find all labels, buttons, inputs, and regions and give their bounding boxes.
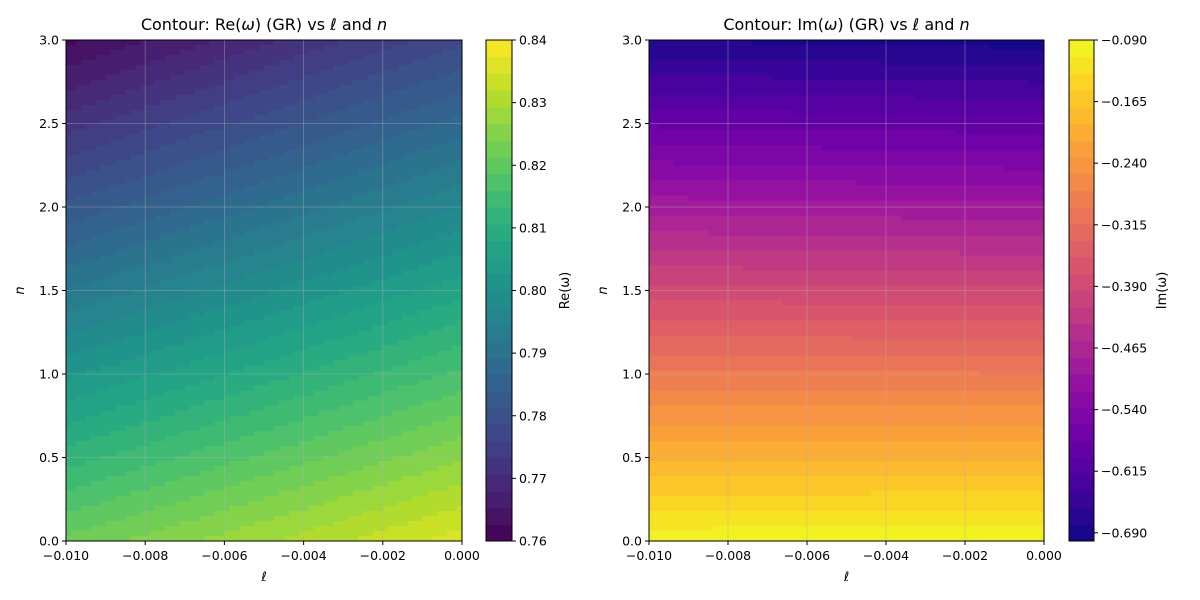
plot-title: Contour: Re(ω) (GR) vs ℓ and n bbox=[141, 15, 387, 34]
colorbar-label: Re(ω) bbox=[558, 272, 573, 309]
plot-title: Contour: Im(ω) (GR) vs ℓ and n bbox=[723, 15, 969, 34]
x-tick-label: −0.010 bbox=[43, 548, 89, 563]
x-tick-label: −0.004 bbox=[280, 548, 326, 563]
colorbar-tick-label: −0.540 bbox=[1101, 402, 1147, 417]
x-tick-label: −0.002 bbox=[360, 548, 406, 563]
colorbar: −0.090 −0.165 −0.240 −0.315 −0.390 −0.465 −0.5… bbox=[1068, 33, 1170, 542]
colorbar-tick-label: 0.83 bbox=[519, 95, 547, 110]
y-tick-label: 3.0 bbox=[39, 33, 59, 48]
y-tick-label: 2.0 bbox=[39, 200, 59, 215]
colorbar-tick-label: 0.82 bbox=[519, 158, 547, 173]
x-tick-label: −0.010 bbox=[626, 548, 672, 563]
y-tick-label: 0.0 bbox=[622, 534, 642, 549]
y-tick-label: 2.5 bbox=[39, 116, 59, 131]
y-axis-label: n bbox=[596, 286, 611, 294]
y-axis-label: n bbox=[13, 286, 28, 294]
x-tick-label: −0.004 bbox=[863, 548, 909, 563]
y-tick-label: 1.5 bbox=[39, 283, 59, 298]
y-tick-label: 1.0 bbox=[622, 367, 642, 382]
y-tick-label: 0.0 bbox=[39, 534, 59, 549]
colorbar-tick-label: −0.315 bbox=[1101, 217, 1147, 232]
colorbar-tick-label: −0.165 bbox=[1101, 94, 1147, 109]
contour-panel-2: −0.010 −0.008 −0.006 −0.004 −0.002 0.000 0.0 0.… bbox=[596, 15, 1170, 585]
x-tick-label: −0.006 bbox=[784, 548, 830, 563]
y-tick-label: 0.5 bbox=[622, 450, 642, 465]
x-tick-label: −0.006 bbox=[201, 548, 247, 563]
colorbar-tick-label: 0.76 bbox=[519, 534, 547, 549]
y-tick-label: 0.5 bbox=[39, 450, 59, 465]
colorbar-tick-label: 0.78 bbox=[519, 408, 547, 423]
y-tick-label: 1.0 bbox=[39, 367, 59, 382]
x-tick-label: −0.008 bbox=[705, 548, 751, 563]
colorbar-tick-label: −0.690 bbox=[1101, 525, 1147, 540]
colorbar-tick-label: −0.390 bbox=[1101, 279, 1147, 294]
colorbar-label: Im(ω) bbox=[1155, 272, 1170, 310]
contour-fill bbox=[649, 40, 1045, 542]
x-axis-label: ℓ bbox=[260, 570, 266, 585]
x-tick-label: −0.008 bbox=[122, 548, 168, 563]
contour-fill bbox=[66, 40, 463, 542]
x-axis-label: ℓ bbox=[843, 570, 849, 585]
y-tick-label: 2.0 bbox=[622, 200, 642, 215]
colorbar-tick-label: −0.240 bbox=[1101, 156, 1147, 171]
colorbar-tick-label: 0.80 bbox=[519, 283, 547, 298]
colorbar: 0.76 0.77 0.78 0.79 0.80 0.81 0.82 0.83 0.84 Re(ω… bbox=[485, 33, 573, 549]
y-tick-label: 2.5 bbox=[622, 116, 642, 131]
contour-panel-1: −0.010 −0.008 −0.006 −0.004 −0.002 0.000 0.0 0.… bbox=[13, 15, 573, 585]
colorbar-tick-label: −0.615 bbox=[1101, 464, 1147, 479]
colorbar-tick-label: −0.465 bbox=[1101, 340, 1147, 355]
y-tick-label: 3.0 bbox=[622, 33, 642, 48]
colorbar-tick-label: 0.84 bbox=[519, 33, 547, 48]
x-tick-label: 0.000 bbox=[1026, 548, 1062, 563]
colorbar-tick-label: 0.79 bbox=[519, 346, 547, 361]
colorbar-tick-label: 0.81 bbox=[519, 220, 547, 235]
colorbar-tick-label: 0.77 bbox=[519, 471, 547, 486]
y-tick-label: 1.5 bbox=[622, 283, 642, 298]
colorbar-tick-label: −0.090 bbox=[1101, 33, 1147, 48]
x-tick-label: 0.000 bbox=[444, 548, 480, 563]
x-tick-label: −0.002 bbox=[942, 548, 988, 563]
